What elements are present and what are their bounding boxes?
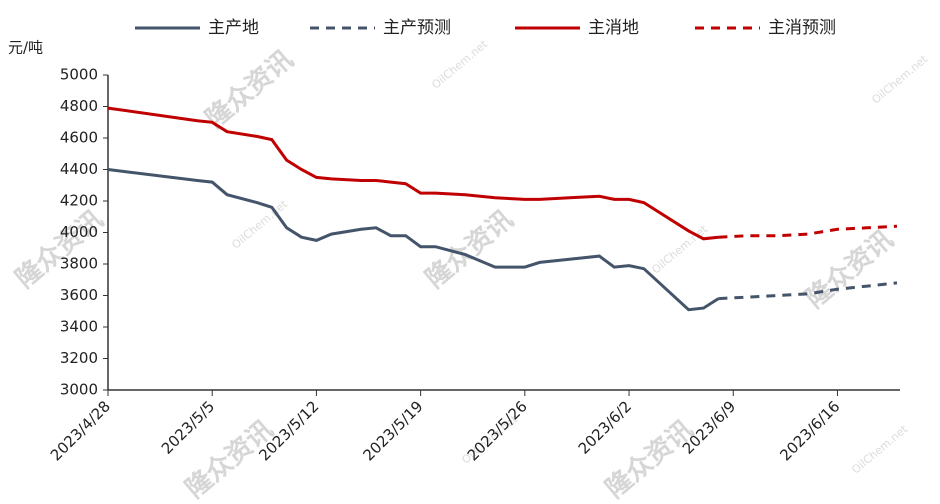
series-line [107,168,720,312]
x-tick-label: 2023/6/16 [776,397,843,464]
y-tick-label: 3800 [60,255,98,273]
y-tick-label: 3000 [60,381,98,399]
legend-label: 主产预测 [383,18,451,38]
watermark: OilChem.net [429,37,490,91]
series-line [718,281,898,301]
x-tick-label: 2023/4/28 [47,397,114,464]
legend-label: 主消地 [588,18,639,38]
y-tick-label: 3200 [60,349,98,367]
watermark: 隆众资讯 [420,205,519,295]
watermark: OilChem.net [849,422,910,476]
legend-label: 主消预测 [768,18,836,38]
y-tick-label: 4400 [60,160,98,178]
y-tick-label: 3400 [60,318,98,336]
x-tick-label: 2023/5/5 [158,397,218,457]
x-tick-label: 2023/5/19 [360,397,427,464]
y-tick-label: 4200 [60,192,98,210]
series-line [718,224,898,239]
series-line [107,106,719,241]
watermark: 隆众资讯 [800,225,899,315]
y-axis-label: 元/吨 [8,39,43,57]
watermark: 隆众资讯 [10,205,109,295]
watermark: 隆众资讯 [200,45,299,135]
x-tick-label: 2023/6/2 [575,397,635,457]
y-tick-label: 3600 [60,286,98,304]
y-tick-label: 4000 [60,223,98,241]
watermark: OilChem.net [869,52,930,106]
x-tick-label: 2023/5/26 [464,397,531,464]
watermark: OilChem.net [229,197,290,251]
watermark: OilChem.net [649,222,710,276]
y-tick-label: 4800 [60,97,98,115]
y-tick-label: 5000 [60,66,98,84]
y-tick-label: 4600 [60,129,98,147]
legend-label: 主产地 [208,18,259,38]
